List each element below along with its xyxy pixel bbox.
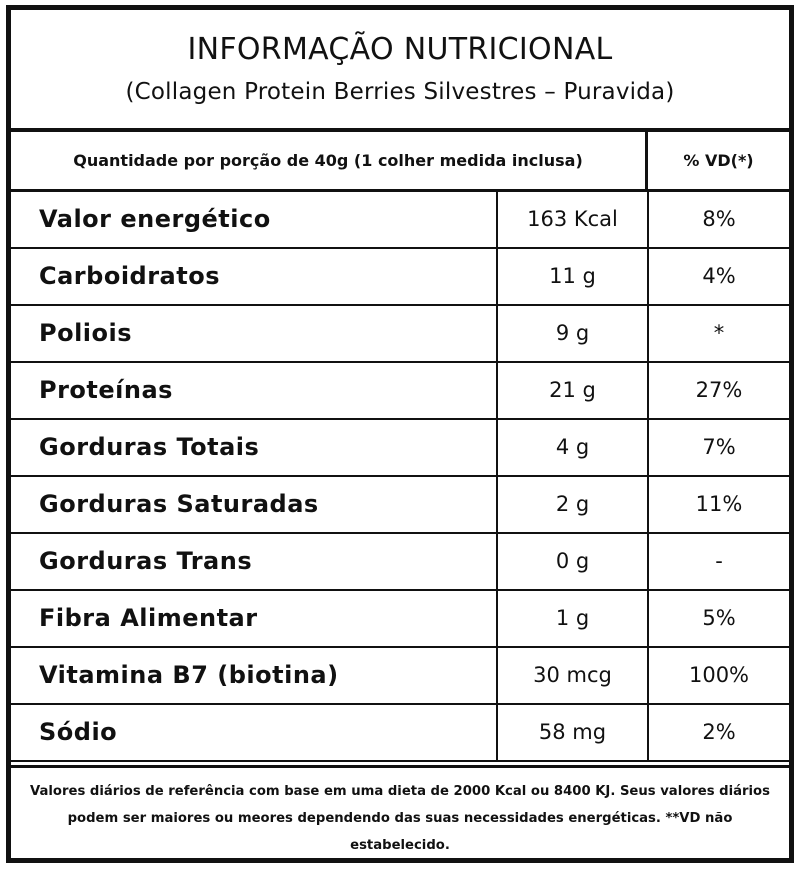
nutrient-amount: 163 Kcal xyxy=(498,192,649,247)
nutrient-row-gorduras-trans: Gorduras Trans 0 g - xyxy=(11,534,789,591)
nutrient-name: Gorduras Totais xyxy=(11,420,498,475)
product-name: (Collagen Protein Berries Silvestres – P… xyxy=(125,79,675,105)
daily-value-header: % VD(*) xyxy=(683,151,754,170)
label-title: INFORMAÇÃO NUTRICIONAL xyxy=(187,32,613,67)
nutrient-row-carboidratos: Carboidratos 11 g 4% xyxy=(11,249,789,306)
nutrient-row-valor-energetico: Valor energético 163 Kcal 8% xyxy=(11,192,789,249)
nutrient-name: Gorduras Trans xyxy=(11,534,498,589)
nutrient-amount: 21 g xyxy=(498,363,649,418)
nutrient-amount: 9 g xyxy=(498,306,649,361)
nutrient-amount: 0 g xyxy=(498,534,649,589)
nutrient-amount: 4 g xyxy=(498,420,649,475)
nutrition-facts-label: INFORMAÇÃO NUTRICIONAL (Collagen Protein… xyxy=(6,5,794,863)
nutrient-daily-value: * xyxy=(713,321,725,345)
nutrient-daily-value: 5% xyxy=(702,606,736,630)
nutrient-row-gorduras-saturadas: Gorduras Saturadas 2 g 11% xyxy=(11,477,789,534)
nutrient-daily-value: - xyxy=(715,549,723,573)
nutrient-row-poliois: Poliois 9 g * xyxy=(11,306,789,363)
nutrient-name: Gorduras Saturadas xyxy=(11,477,498,532)
nutrient-name: Vitamina B7 (biotina) xyxy=(11,648,498,703)
serving-size-header: Quantidade por porção de 40g (1 colher m… xyxy=(11,132,648,189)
nutrient-daily-value: 27% xyxy=(695,378,743,402)
daily-value-footnote: Valores diários de referência com base e… xyxy=(11,765,789,858)
nutrient-name: Carboidratos xyxy=(11,249,498,304)
nutrient-row-sodio: Sódio 58 mg 2% xyxy=(11,705,789,762)
label-header: INFORMAÇÃO NUTRICIONAL (Collagen Protein… xyxy=(11,10,789,132)
nutrient-daily-value: 11% xyxy=(695,492,743,516)
nutrient-amount: 2 g xyxy=(498,477,649,532)
nutrient-name: Proteínas xyxy=(11,363,498,418)
nutrient-name: Fibra Alimentar xyxy=(11,591,498,646)
nutrient-row-proteinas: Proteínas 21 g 27% xyxy=(11,363,789,420)
nutrient-row-gorduras-totais: Gorduras Totais 4 g 7% xyxy=(11,420,789,477)
nutrient-row-vitamina-b7: Vitamina B7 (biotina) 30 mcg 100% xyxy=(11,648,789,705)
nutrient-name: Valor energético xyxy=(11,192,498,247)
nutrient-amount: 1 g xyxy=(498,591,649,646)
nutrient-daily-value: 8% xyxy=(702,207,736,231)
column-header-row: Quantidade por porção de 40g (1 colher m… xyxy=(11,132,789,192)
nutrient-name: Sódio xyxy=(11,705,498,760)
nutrient-daily-value: 100% xyxy=(688,663,750,687)
nutrient-name: Poliois xyxy=(11,306,498,361)
nutrient-daily-value: 2% xyxy=(702,720,736,744)
nutrient-amount: 58 mg xyxy=(498,705,649,760)
nutrient-daily-value: 4% xyxy=(702,264,736,288)
nutrient-table: Valor energético 163 Kcal 8% Carboidrato… xyxy=(11,192,789,762)
nutrient-daily-value: 7% xyxy=(702,435,736,459)
nutrient-amount: 30 mcg xyxy=(498,648,649,703)
nutrient-amount: 11 g xyxy=(498,249,649,304)
nutrient-row-fibra-alimentar: Fibra Alimentar 1 g 5% xyxy=(11,591,789,648)
